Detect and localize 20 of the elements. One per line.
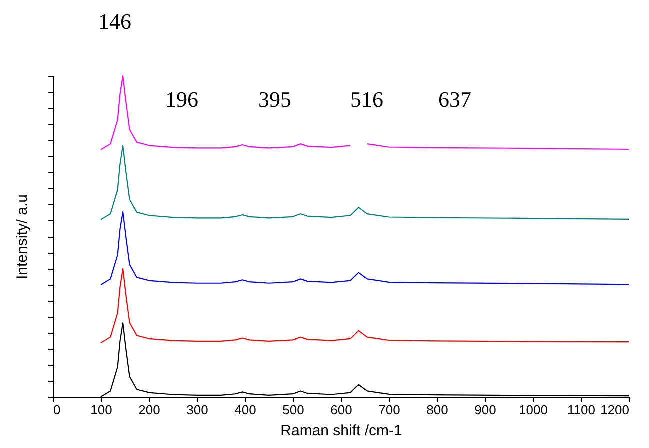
x-tick-label: 100 xyxy=(90,402,112,418)
x-tick-label: 700 xyxy=(378,402,400,418)
x-tick-label: 1100 xyxy=(568,402,596,418)
x-tick-label: 1000 xyxy=(519,402,548,418)
x-tick-label: 600 xyxy=(330,402,352,418)
annotation: 196 xyxy=(166,87,198,112)
x-tick-label: 900 xyxy=(474,402,496,418)
annotation: 637 xyxy=(438,87,472,112)
x-tick-label: 800 xyxy=(426,402,448,418)
annotation: 516 xyxy=(350,87,384,112)
x-tick-label: 300 xyxy=(186,402,208,418)
y-axis-title: Intensity/ a.u xyxy=(14,194,31,280)
x-axis-title: Raman shift /cm-1 xyxy=(280,422,402,440)
annotation: 395 xyxy=(258,87,292,112)
text: 146 xyxy=(98,9,132,34)
x-tick-label: 1200 xyxy=(600,402,630,418)
x-tick-label: 200 xyxy=(138,402,160,418)
x-tick-label: 0 xyxy=(54,402,61,418)
x-tick-label: 400 xyxy=(234,402,256,418)
x-tick-label: 500 xyxy=(282,402,304,418)
